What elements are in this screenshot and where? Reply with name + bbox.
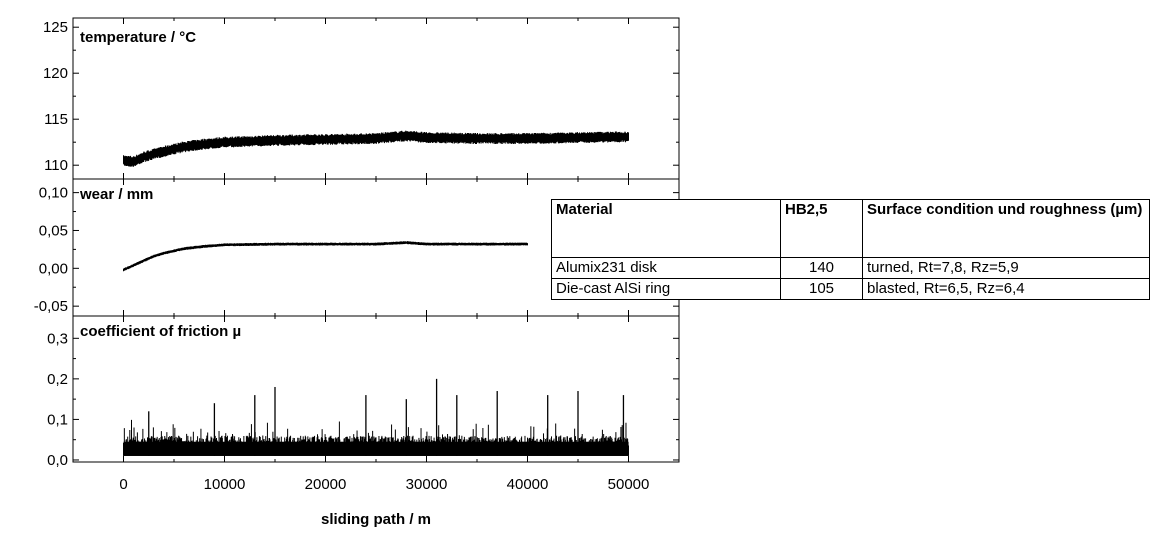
table-row: Die-cast AlSi ring 105 blasted, Rt=6,5, … bbox=[551, 278, 1150, 300]
friction-panel: coefficient of friction µ 0,0 0,1 0,2 0,3 bbox=[47, 315, 680, 469]
table-cell-surface: blasted, Rt=6,5, Rz=6,4 bbox=[862, 278, 1150, 300]
wear-series-band bbox=[123, 241, 528, 272]
table-header-surface: Surface condition und roughness (µm) bbox=[862, 199, 1150, 258]
y-tick-label: 0,0 bbox=[47, 452, 68, 469]
y-tick-label: 0,00 bbox=[39, 260, 68, 277]
y-tick-label: 0,10 bbox=[39, 185, 68, 202]
table-cell-surface: turned, Rt=7,8, Rz=5,9 bbox=[862, 257, 1150, 279]
y-tick-label: 110 bbox=[44, 157, 68, 174]
table-header-material: Material bbox=[551, 199, 781, 258]
temperature-panel: temperature / °C 110 115 120 125 bbox=[43, 17, 680, 180]
x-tick-label: 30000 bbox=[406, 476, 448, 493]
material-table: Material HB2,5 Surface condition und rou… bbox=[551, 199, 1150, 300]
x-axis: 0 10000 20000 30000 40000 50000 bbox=[119, 476, 649, 493]
friction-panel-title: coefficient of friction µ bbox=[80, 323, 241, 340]
table-cell-hardness: 105 bbox=[780, 278, 863, 300]
y-tick-label: -0,05 bbox=[34, 298, 68, 315]
y-tick-label: 125 bbox=[43, 19, 68, 36]
temperature-panel-title: temperature / °C bbox=[80, 29, 196, 46]
wear-panel-title: wear / mm bbox=[79, 186, 153, 203]
x-tick-label: 10000 bbox=[204, 476, 246, 493]
x-tick-label: 50000 bbox=[608, 476, 650, 493]
table-cell-material: Alumix231 disk bbox=[551, 257, 781, 279]
table-cell-hardness: 140 bbox=[780, 257, 863, 279]
x-tick-label: 20000 bbox=[305, 476, 347, 493]
friction-dense-band bbox=[123, 441, 629, 456]
x-tick-label: 40000 bbox=[507, 476, 549, 493]
x-tick-label: 0 bbox=[119, 476, 127, 493]
temperature-series-line bbox=[123, 135, 629, 163]
temperature-series-band bbox=[123, 130, 629, 167]
y-tick-label: 115 bbox=[44, 111, 68, 128]
y-tick-label: 0,2 bbox=[47, 371, 68, 388]
y-tick-label: 0,3 bbox=[47, 330, 68, 347]
wear-panel: wear / mm -0,05 0,00 0,05 0,10 bbox=[34, 178, 680, 317]
y-tick-label: 0,05 bbox=[39, 222, 68, 239]
table-header-hardness: HB2,5 bbox=[780, 199, 863, 258]
y-tick-label: 0,1 bbox=[47, 411, 68, 428]
x-axis-title: sliding path / m bbox=[321, 511, 431, 528]
table-row: Alumix231 disk 140 turned, Rt=7,8, Rz=5,… bbox=[551, 257, 1150, 279]
table-header-row: Material HB2,5 Surface condition und rou… bbox=[551, 199, 1150, 258]
table-cell-material: Die-cast AlSi ring bbox=[551, 278, 781, 300]
y-tick-label: 120 bbox=[43, 65, 68, 82]
wear-series-line bbox=[123, 241, 528, 271]
